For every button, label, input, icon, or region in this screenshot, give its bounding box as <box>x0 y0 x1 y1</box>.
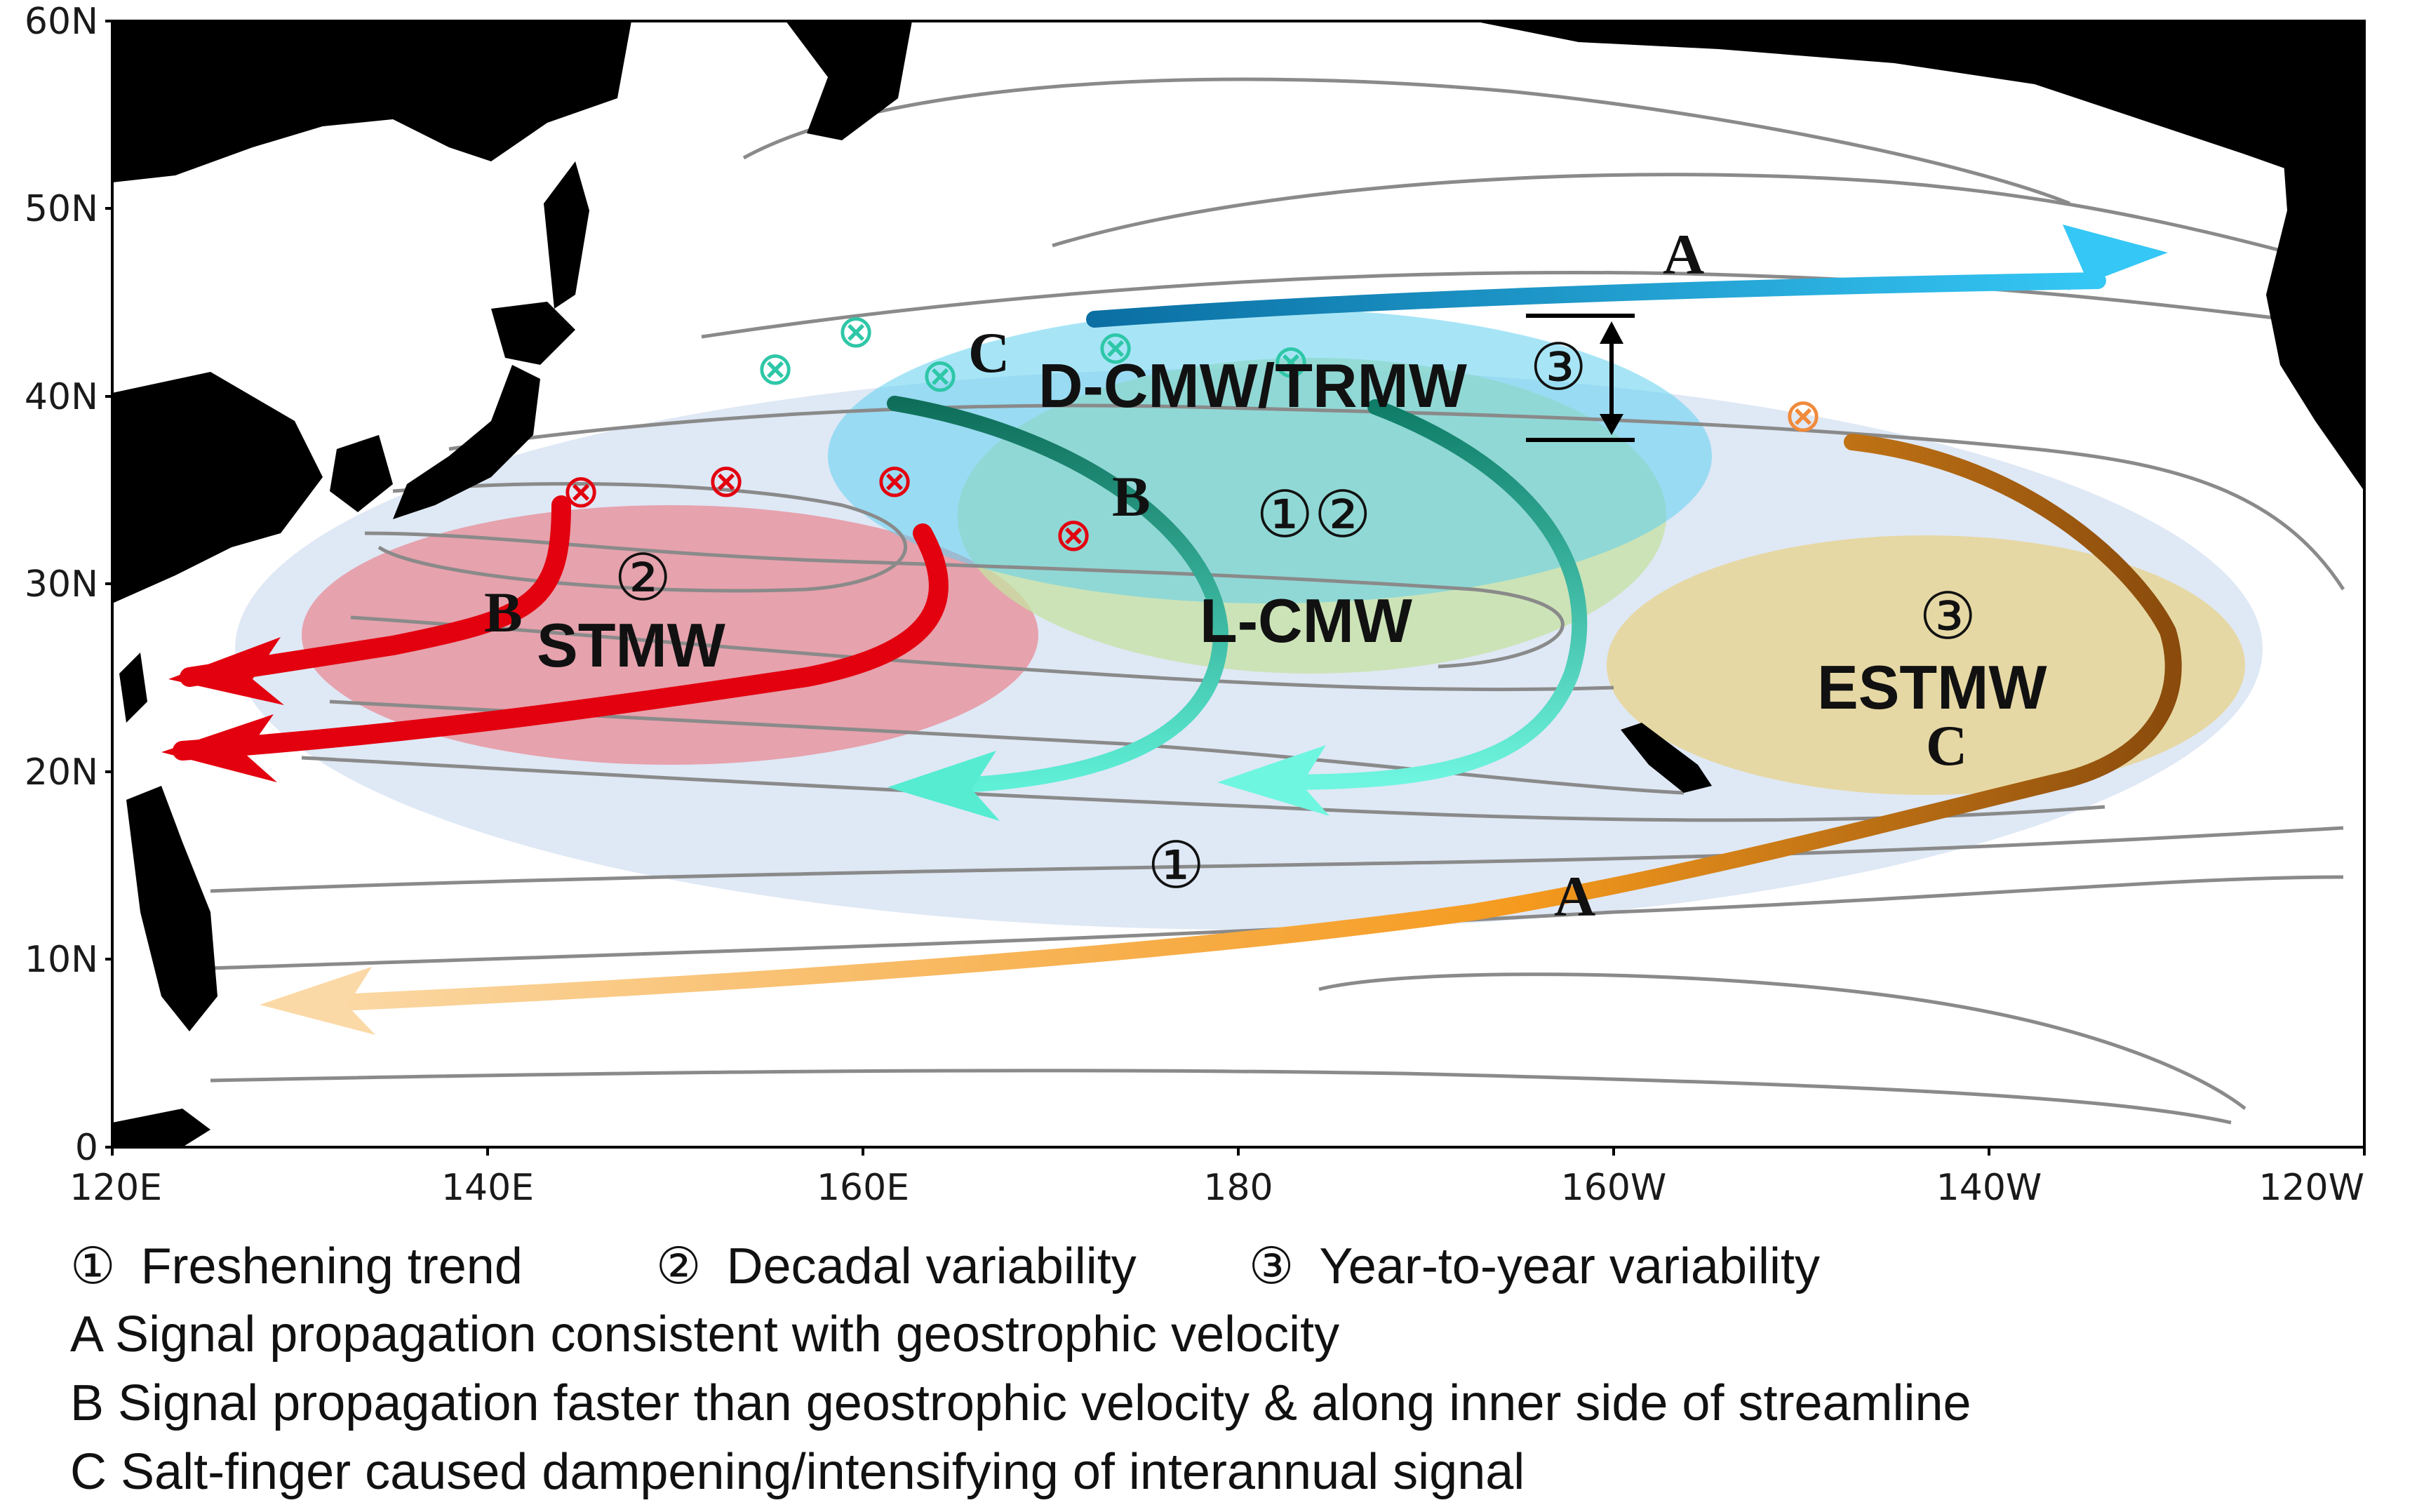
red-arrowhead-1 <box>168 637 284 705</box>
legend-row-numbers: ① Freshening trend ② Decadal variability… <box>70 1231 2385 1300</box>
letter-a-bottom: A <box>1554 864 1595 928</box>
red-arrowhead-2 <box>161 714 277 782</box>
marker-teal: ⊗ <box>836 305 875 359</box>
marker-red: ⊗ <box>875 454 913 508</box>
marker-teal: ⊗ <box>1096 321 1134 375</box>
legend-row-b: B Signal propagation faster than geostro… <box>70 1375 1971 1431</box>
num-n3-estmw: ③ <box>1919 579 1976 654</box>
lat-tick-label: 50N <box>25 188 98 230</box>
teal-arrowhead-2 <box>1217 745 1330 816</box>
lat-tick-label: 0 <box>75 1127 98 1169</box>
legend-n1-symbol: ① <box>70 1236 116 1295</box>
letter-c-east: C <box>1926 714 1967 777</box>
legend: ① Freshening trend ② Decadal variability… <box>70 1231 2385 1506</box>
bracket-3 <box>1526 314 1635 442</box>
legend-n3-text: Year-to-year variability <box>1319 1238 1820 1294</box>
teal-arrow-2 <box>1269 399 1588 790</box>
num-n1: ① <box>1147 828 1205 903</box>
marker-orange: ⊗ <box>1783 389 1822 443</box>
lon-tick-label: 140E <box>441 1167 534 1207</box>
num-n12: ①② <box>1256 477 1372 552</box>
letter-a-top: A <box>1663 222 1704 286</box>
marker-teal: ⊗ <box>1271 335 1310 389</box>
num-n2-stmw: ② <box>614 540 671 615</box>
lat-tick-label: 30N <box>25 563 98 606</box>
estmw-region <box>1607 535 2245 795</box>
lon-tick-label: 180 <box>1203 1167 1273 1207</box>
num-n3-dcmw: ③ <box>1529 330 1587 405</box>
legend-row-a: A Signal propagation consistent with geo… <box>70 1306 1340 1363</box>
teal-arrows <box>887 396 1588 821</box>
teal-arrowhead-1 <box>888 751 1000 821</box>
lon-tick-label: 120E <box>69 1167 162 1207</box>
lon-tick-label: 160W <box>1561 1167 1667 1207</box>
marker-red: ⊗ <box>706 454 745 508</box>
landmasses <box>112 21 2364 1147</box>
lat-tick-label: 60N <box>25 1 98 43</box>
letter-c-north: C <box>968 321 1010 384</box>
orange-arrow <box>260 434 2182 1035</box>
red-arrows <box>161 495 949 782</box>
letter-b-central: B <box>1112 464 1151 528</box>
lat-tick-label: 10N <box>25 939 98 981</box>
lat-tick-label: 40N <box>25 376 98 418</box>
legend-n2-text: Decadal variability <box>726 1238 1137 1294</box>
dcmw-region <box>828 309 1712 603</box>
label-stmw: STMW <box>537 610 725 680</box>
stmw-region <box>302 505 1038 765</box>
label-lcmw: L-CMW <box>1200 586 1412 655</box>
lat-tick-label: 20N <box>25 751 98 794</box>
north-pacific-map: ⊗ ⊗ ⊗ ⊗ ⊗ ⊗ ⊗ ⊗ ⊗ ⊗ STMW L-CMW D-CMW/TRM… <box>25 1 2366 1207</box>
longitude-axis: 120E 140E 160E 180 160W 140W 120W <box>69 1147 2366 1207</box>
blue-arrow <box>1086 225 2168 328</box>
legend-n3-symbol: ③ <box>1248 1236 1294 1295</box>
markers: ⊗ ⊗ ⊗ ⊗ ⊗ ⊗ ⊗ ⊗ ⊗ ⊗ <box>561 305 1822 562</box>
marker-teal: ⊗ <box>920 349 959 403</box>
legend-n2-symbol: ② <box>655 1236 702 1295</box>
marker-red: ⊗ <box>1054 508 1092 562</box>
marker-teal: ⊗ <box>756 342 794 396</box>
orange-arrowhead <box>260 967 375 1035</box>
legend-n1-text: Freshening trend <box>140 1238 523 1294</box>
lon-tick-label: 160E <box>817 1167 909 1207</box>
teal-arrow-1 <box>887 396 1229 794</box>
marker-red: ⊗ <box>561 464 600 519</box>
latitude-axis: 60N 50N 40N 30N 20N 10N 0 <box>25 1 112 1169</box>
label-dcmw: D-CMW/TRMW <box>1038 351 1467 420</box>
lon-tick-label: 120W <box>2258 1167 2364 1207</box>
blue-arrowhead <box>2063 225 2168 291</box>
label-estmw: ESTMW <box>1817 653 2047 722</box>
lon-tick-label: 140W <box>1936 1167 2042 1207</box>
legend-row-c: C Salt-finger caused dampening/intensify… <box>70 1444 1525 1500</box>
letter-b-west: B <box>484 580 523 644</box>
red-arrow-1 <box>180 495 571 687</box>
red-arrow-2 <box>173 523 949 761</box>
